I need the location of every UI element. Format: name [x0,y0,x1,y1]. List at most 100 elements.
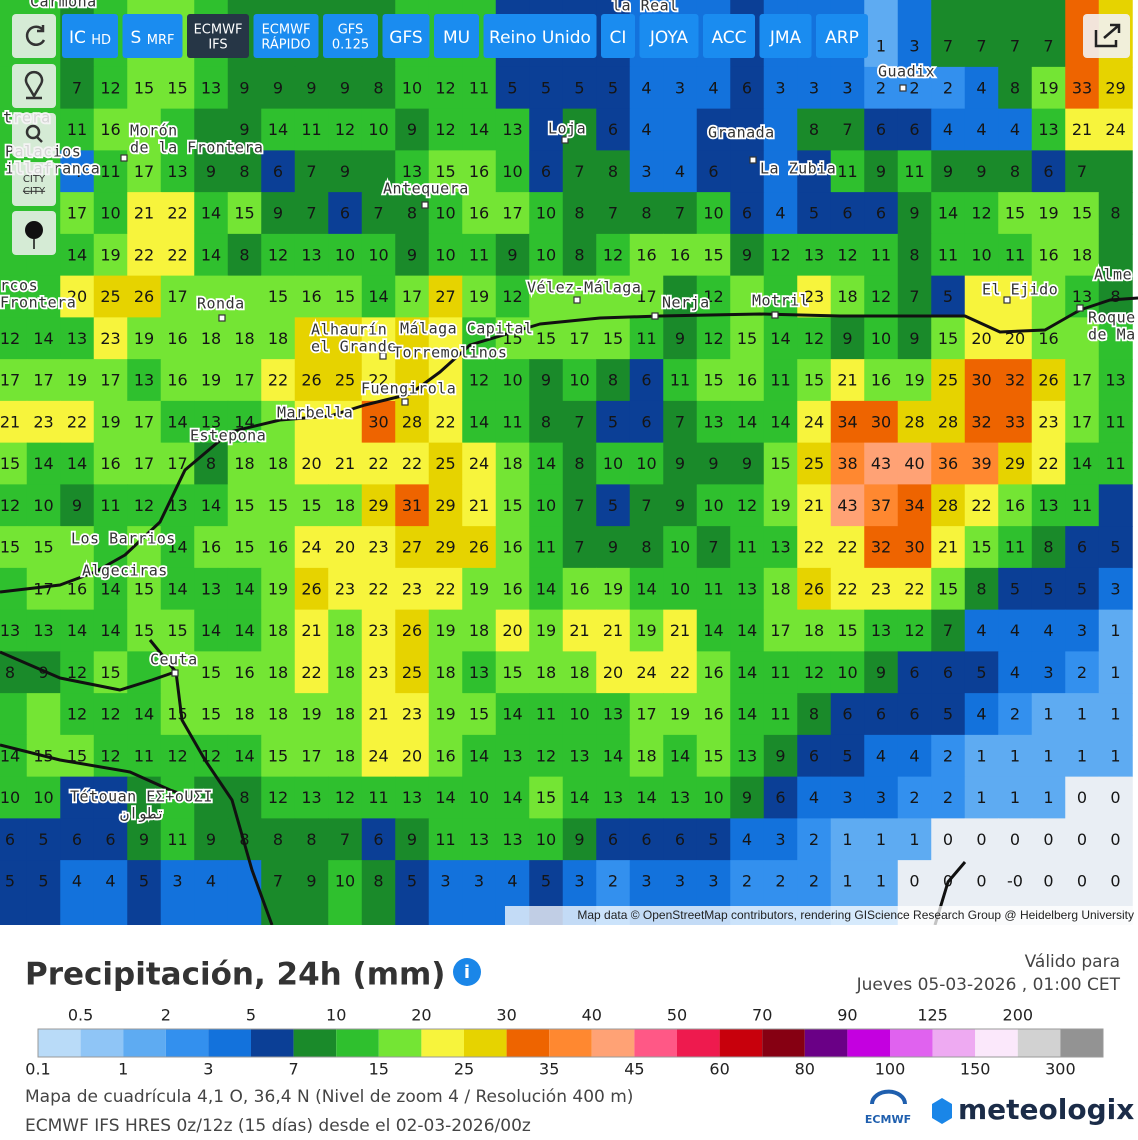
grid-value: 11 [100,162,120,181]
grid-cell [964,609,999,652]
model-button[interactable] [601,14,635,58]
grid-cell [462,442,497,485]
grid-value: 2 [876,78,886,97]
grid-value: 13 [737,746,757,765]
grid-cell [897,776,932,819]
grid-value: 10 [402,78,422,97]
grid-value: 9 [507,245,517,264]
grid-cell [1031,442,1066,485]
grid-cell [395,567,430,611]
grid-cell [730,776,765,819]
grid-cell [26,860,61,925]
place-label: Marbella [277,404,353,422]
grid-value: 10 [368,120,388,139]
grid-value: 3 [1077,621,1087,640]
info-button[interactable] [453,958,481,986]
grid-value: 6 [641,371,651,390]
grid-cell [797,484,832,527]
model-button[interactable] [434,14,479,58]
place-marker [218,314,226,322]
grid-cell [864,359,899,402]
grid-value: 13 [33,621,53,640]
grid-cell [797,233,832,277]
grid-cell [261,526,296,569]
grid-cell [629,400,664,444]
grid-value: 19 [1038,78,1058,97]
grid-cell [328,776,363,819]
grid-cell [294,192,329,235]
grid-cell [730,526,765,569]
grid-cell [60,651,95,694]
model-button[interactable] [483,14,597,58]
grid-value: 4 [742,830,752,849]
model-button[interactable] [382,14,430,58]
grid-value: 27 [435,287,455,306]
grid-value: 7 [943,37,953,56]
grid-value: 5 [407,872,417,891]
grid-value: 0 [1110,830,1120,849]
grid-cell [160,609,195,652]
grid-value: 11 [100,496,120,515]
grid-value: 17 [167,454,187,473]
grid-cell [797,359,832,402]
hidden-cell [227,860,262,925]
grid-value: 16 [737,371,757,390]
grid-cell [1098,651,1133,694]
grid-value: 15 [100,663,120,682]
grid-cell [261,275,296,318]
grid-value: 5 [1043,579,1053,598]
grid-cell [529,192,564,235]
grid-value: 19 [301,705,321,724]
model-button[interactable] [323,14,378,58]
location-button[interactable] [12,64,56,108]
grid-value: 17 [100,371,120,390]
grid-value: 8 [5,663,15,682]
grid-value: 25 [435,454,455,473]
refresh-button[interactable] [12,14,56,58]
grid-value: 15 [0,454,20,473]
grid-cell [495,66,530,110]
grid-cell [0,317,28,360]
hidden-cell [1098,150,1133,193]
grid-value: 11 [134,746,154,765]
grid-cell [730,693,765,736]
grid-cell [395,693,430,736]
grid-cell [998,233,1033,277]
model-button[interactable] [253,14,319,58]
grid-value: 18 [268,663,288,682]
grid-value: 10 [100,204,120,223]
model-button[interactable] [703,14,755,58]
model-button[interactable] [122,14,183,58]
grid-value: 13 [469,663,489,682]
zoom-button[interactable] [12,113,56,157]
place-label: La Zubia [760,160,836,178]
grid-value: 6 [775,788,785,807]
map[interactable]: 1 3 7 7 7 77 12 15 15 13 9 9 9 9 8 10 12 11 5 5 5 5 4 3 4 6 3 3 3 2 2 2… [0,0,1138,926]
grid-cell [629,108,664,151]
model-button[interactable] [816,14,868,58]
model-button[interactable] [759,14,812,58]
grid-cell [60,484,95,527]
grid-cell [663,359,698,402]
model-button[interactable] [62,14,118,58]
grid-value: 25 [938,371,958,390]
grid-cell [294,108,329,151]
city-label-off: CITY [23,186,46,197]
grid-value: 19 [469,579,489,598]
model-button[interactable] [187,14,249,58]
model-button[interactable] [639,14,699,58]
grid-cell [261,651,296,694]
grid-value: 13 [603,788,623,807]
city-button[interactable] [12,162,56,206]
grid-cell [361,860,396,925]
grid-value: 4 [641,78,651,97]
grid-cell [629,442,664,485]
grid-cell [261,693,296,736]
grid-cell [261,359,296,402]
grid-value: 15 [234,538,254,557]
legend-swatch [847,1029,890,1057]
grid-cell [964,150,999,193]
grid-value: 15 [502,663,522,682]
grid-cell [495,317,530,360]
grid-cell [830,693,865,736]
